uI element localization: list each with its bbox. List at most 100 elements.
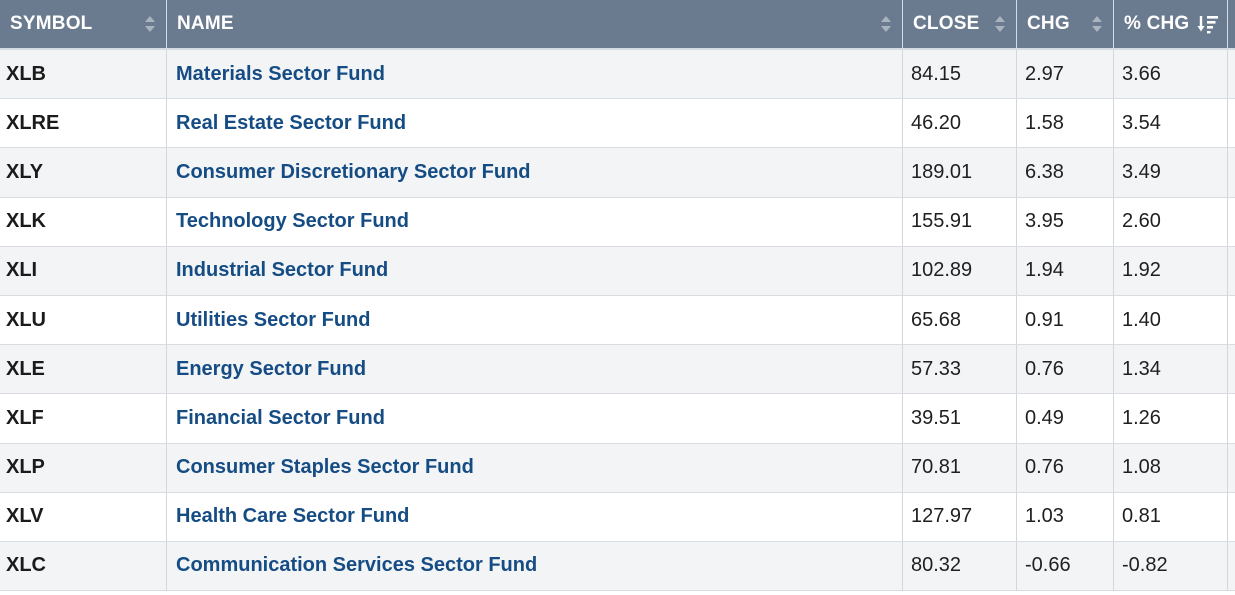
close-value: 189.01 xyxy=(911,160,973,183)
cell-close: 84.15 xyxy=(903,50,1017,99)
chg-value: 0.91 xyxy=(1025,308,1064,331)
table-row[interactable]: XLI Industrial Sector Fund 102.89 1.94 1… xyxy=(0,246,1235,296)
sort-descending-icon[interactable] xyxy=(1197,14,1219,34)
cell-pct-chg: -0.82 xyxy=(1114,541,1228,591)
cell-symbol: XLU xyxy=(0,295,167,345)
symbol-text: XLP xyxy=(6,456,45,479)
cell-name: Utilities Sector Fund xyxy=(167,295,903,345)
cell-name: Energy Sector Fund xyxy=(167,345,903,394)
pct-chg-value: -0.82 xyxy=(1122,554,1168,577)
row-scroll-gutter xyxy=(1228,444,1235,492)
fund-name-link[interactable]: Communication Services Sector Fund xyxy=(176,554,538,577)
chg-value: 1.58 xyxy=(1025,111,1064,134)
close-value: 102.89 xyxy=(911,259,973,282)
chg-value: 6.38 xyxy=(1025,160,1064,183)
cell-chg: -0.66 xyxy=(1017,541,1114,591)
column-header-name-label: NAME xyxy=(177,13,234,34)
symbol-text: XLK xyxy=(6,210,46,233)
table-row[interactable]: XLV Health Care Sector Fund 127.97 1.03 … xyxy=(0,492,1235,542)
row-scroll-gutter xyxy=(1228,345,1235,393)
row-scroll-gutter xyxy=(1228,247,1235,295)
close-value: 127.97 xyxy=(911,505,973,528)
pct-chg-value: 3.54 xyxy=(1122,111,1161,134)
chg-value: 3.95 xyxy=(1025,210,1064,233)
table-row[interactable]: XLE Energy Sector Fund 57.33 0.76 1.34 xyxy=(0,345,1235,395)
cell-close: 102.89 xyxy=(903,246,1017,295)
cell-pct-chg: 1.34 xyxy=(1114,345,1228,394)
column-header-symbol[interactable]: SYMBOL xyxy=(0,0,167,48)
cell-name: Technology Sector Fund xyxy=(167,197,903,246)
table-row[interactable]: XLRE Real Estate Sector Fund 46.20 1.58 … xyxy=(0,99,1235,149)
chg-value: 1.03 xyxy=(1025,505,1064,528)
close-value: 46.20 xyxy=(911,111,962,134)
chg-value: 1.94 xyxy=(1025,259,1064,282)
symbol-text: XLE xyxy=(6,357,45,380)
table-body: XLB Materials Sector Fund 84.15 2.97 3.6… xyxy=(0,50,1235,592)
cell-pct-chg: 1.08 xyxy=(1114,443,1228,492)
fund-name-link[interactable]: Financial Sector Fund xyxy=(176,406,385,429)
cell-chg: 3.95 xyxy=(1017,197,1114,246)
cell-name: Health Care Sector Fund xyxy=(167,492,903,541)
cell-close: 80.32 xyxy=(903,541,1017,591)
fund-name-link[interactable]: Industrial Sector Fund xyxy=(176,259,389,282)
sort-both-icon[interactable] xyxy=(880,14,892,34)
pct-chg-value: 1.40 xyxy=(1122,308,1161,331)
close-value: 155.91 xyxy=(911,210,973,233)
cell-chg: 0.91 xyxy=(1017,295,1114,345)
cell-pct-chg: 0.81 xyxy=(1114,492,1228,541)
fund-name-link[interactable]: Consumer Discretionary Sector Fund xyxy=(176,160,531,183)
row-scroll-gutter xyxy=(1228,148,1235,196)
fund-name-link[interactable]: Consumer Staples Sector Fund xyxy=(176,456,474,479)
table-row[interactable]: XLB Materials Sector Fund 84.15 2.97 3.6… xyxy=(0,50,1235,100)
cell-close: 70.81 xyxy=(903,443,1017,492)
cell-pct-chg: 1.92 xyxy=(1114,246,1228,295)
row-scroll-gutter xyxy=(1228,394,1235,442)
column-header-chg[interactable]: CHG xyxy=(1017,0,1114,48)
table-row[interactable]: XLF Financial Sector Fund 39.51 0.49 1.2… xyxy=(0,394,1235,444)
symbol-text: XLY xyxy=(6,160,44,183)
table-row[interactable]: XLP Consumer Staples Sector Fund 70.81 0… xyxy=(0,443,1235,493)
column-header-close-label: CLOSE xyxy=(913,13,980,34)
chg-value: 0.76 xyxy=(1025,456,1064,479)
cell-symbol: XLK xyxy=(0,197,167,246)
cell-chg: 6.38 xyxy=(1017,148,1114,197)
column-header-name[interactable]: NAME xyxy=(167,0,903,48)
sort-both-icon[interactable] xyxy=(1091,14,1103,34)
cell-chg: 1.58 xyxy=(1017,99,1114,148)
table-row[interactable]: XLY Consumer Discretionary Sector Fund 1… xyxy=(0,148,1235,198)
cell-pct-chg: 1.26 xyxy=(1114,394,1228,443)
cell-chg: 2.97 xyxy=(1017,50,1114,99)
column-header-close[interactable]: CLOSE xyxy=(903,0,1017,48)
fund-name-link[interactable]: Real Estate Sector Fund xyxy=(176,111,407,134)
cell-chg: 1.03 xyxy=(1017,492,1114,541)
fund-name-link[interactable]: Materials Sector Fund xyxy=(176,62,385,85)
sort-both-icon[interactable] xyxy=(144,14,156,34)
cell-symbol: XLB xyxy=(0,50,167,99)
table-row[interactable]: XLK Technology Sector Fund 155.91 3.95 2… xyxy=(0,197,1235,247)
sort-both-icon[interactable] xyxy=(994,14,1006,34)
column-header-symbol-label: SYMBOL xyxy=(10,13,93,34)
cell-pct-chg: 2.60 xyxy=(1114,197,1228,246)
row-scroll-gutter xyxy=(1228,50,1235,98)
chg-value: 0.76 xyxy=(1025,357,1064,380)
fund-name-link[interactable]: Utilities Sector Fund xyxy=(176,308,371,331)
table-row[interactable]: XLC Communication Services Sector Fund 8… xyxy=(0,541,1235,592)
cell-chg: 0.76 xyxy=(1017,443,1114,492)
cell-symbol: XLRE xyxy=(0,99,167,148)
cell-close: 127.97 xyxy=(903,492,1017,541)
column-header-pct-chg[interactable]: % CHG xyxy=(1114,0,1228,48)
table-row[interactable]: XLU Utilities Sector Fund 65.68 0.91 1.4… xyxy=(0,295,1235,346)
cell-pct-chg: 1.40 xyxy=(1114,295,1228,345)
fund-name-link[interactable]: Health Care Sector Fund xyxy=(176,505,410,528)
pct-chg-value: 1.34 xyxy=(1122,357,1161,380)
cell-symbol: XLC xyxy=(0,541,167,591)
close-value: 84.15 xyxy=(911,62,962,85)
symbol-text: XLRE xyxy=(6,111,60,134)
column-header-chg-label: CHG xyxy=(1027,13,1070,34)
cell-chg: 1.94 xyxy=(1017,246,1114,295)
pct-chg-value: 1.92 xyxy=(1122,259,1161,282)
fund-name-link[interactable]: Energy Sector Fund xyxy=(176,357,367,380)
fund-name-link[interactable]: Technology Sector Fund xyxy=(176,210,409,233)
pct-chg-value: 0.81 xyxy=(1122,505,1161,528)
